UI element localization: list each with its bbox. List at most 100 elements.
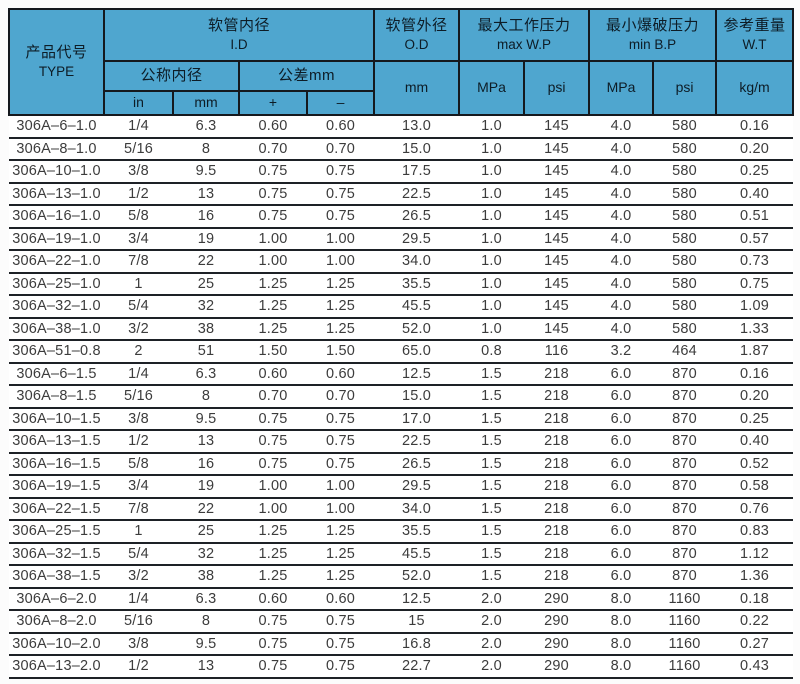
table-cell: 580 — [653, 226, 717, 250]
table-cell: 4.0 — [589, 136, 654, 160]
header-outer-diameter: 软管外径 O.D — [373, 8, 461, 62]
product-code-cell: 306A–32–1.5 — [9, 541, 104, 565]
table-cell: 2.0 — [459, 586, 525, 610]
table-cell: 870 — [653, 564, 717, 588]
header-tolerance-label: 公差mm — [278, 67, 335, 84]
table-cell: 1.25 — [307, 294, 375, 318]
table-cell: 580 — [653, 316, 717, 340]
table-row: 306A–10–1.0 3/8 9.5 0.75 0.75 17.5 1.0 145 4.0 58… — [9, 159, 794, 183]
header-reference-weight-en: W.T — [742, 37, 767, 52]
table-cell: 1.00 — [239, 226, 307, 250]
header-od-unit: mm — [373, 60, 461, 116]
table-row: 306A–38–1.0 3/2 38 1.25 1.25 52.0 1.0 145 4.0 580… — [9, 316, 794, 340]
table-cell: 0.60 — [239, 586, 307, 610]
table-cell: 0.70 — [239, 136, 307, 160]
table-cell: 3/2 — [104, 316, 173, 340]
table-cell: 1.0 — [459, 249, 525, 273]
table-cell: 6.0 — [589, 451, 654, 475]
header-row-3: in mm + – — [9, 90, 793, 116]
table-cell: 1.5 — [459, 384, 525, 408]
table-cell: 26.5 — [374, 204, 460, 228]
table-cell: 1160 — [653, 586, 717, 610]
table-cell: 1.25 — [307, 316, 375, 340]
table-cell: 1/4 — [104, 586, 173, 610]
table-cell: 145 — [524, 181, 590, 205]
table-cell: 1.0 — [459, 114, 525, 138]
table-cell: 290 — [524, 586, 590, 610]
table-cell: 1.36 — [716, 564, 794, 588]
table-cell: 3/4 — [104, 226, 173, 250]
table-cell: 1.0 — [459, 271, 525, 295]
table-cell: 32 — [173, 541, 239, 565]
table-cell: 8.0 — [589, 586, 654, 610]
table-cell: 218 — [524, 541, 590, 565]
table-body: 306A–6–1.0 1/4 6.3 0.60 0.60 13.0 1.0 145 4.0 580… — [9, 114, 794, 679]
table-cell: 0.58 — [716, 474, 794, 498]
table-cell: 25 — [173, 519, 239, 543]
header-inner-diameter-en: I.D — [230, 37, 248, 52]
table-cell: 2.0 — [459, 654, 525, 679]
table-cell: 0.20 — [716, 384, 794, 408]
table-cell: 870 — [653, 361, 717, 385]
table-cell: 145 — [524, 204, 590, 228]
header-outer-diameter-zh: 软管外径 — [385, 17, 448, 34]
table-cell: 145 — [524, 294, 590, 318]
table-cell: 580 — [653, 204, 717, 228]
table-cell: 1.00 — [239, 474, 307, 498]
table-cell: 1.5 — [459, 451, 525, 475]
table-cell: 218 — [524, 474, 590, 498]
table-cell: 1.25 — [239, 316, 307, 340]
table-cell: 4.0 — [589, 271, 654, 295]
table-cell: 145 — [524, 271, 590, 295]
table-cell: 0.40 — [716, 181, 794, 205]
table-cell: 870 — [653, 474, 717, 498]
table-header: 产品代号 TYPE 软管内径 I.D 软管外径 O.D 最大工作压力 max W… — [8, 8, 795, 116]
table-cell: 13.0 — [374, 114, 460, 138]
table-cell: 1.5 — [459, 496, 525, 520]
table-cell: 1/2 — [104, 181, 173, 205]
table-cell: 1.25 — [239, 564, 307, 588]
table-cell: 290 — [524, 631, 590, 655]
table-cell: 52.0 — [374, 316, 460, 340]
table-cell: 4.0 — [589, 226, 654, 250]
table-cell: 1 — [104, 519, 173, 543]
table-cell: 15.0 — [374, 384, 460, 408]
table-cell: 1160 — [653, 609, 717, 633]
table-row: 306A–16–1.5 5/8 16 0.75 0.75 26.5 1.5 218 6.0 870… — [9, 451, 794, 475]
table-cell: 65.0 — [374, 339, 460, 363]
table-cell: 3/2 — [104, 564, 173, 588]
header-sub-in: in — [103, 90, 174, 116]
table-cell: 0.60 — [239, 114, 307, 138]
table-cell: 22.5 — [374, 429, 460, 453]
hose-spec-table: 产品代号 TYPE 软管内径 I.D 软管外径 O.D 最大工作压力 max W… — [8, 8, 795, 679]
table-cell: 3/8 — [104, 631, 173, 655]
header-outer-diameter-en: O.D — [404, 37, 429, 52]
table-cell: 8.0 — [589, 654, 654, 679]
header-wt-unit: kg/m — [715, 60, 795, 116]
table-cell: 17.5 — [374, 159, 460, 183]
header-minbp-mpa: MPa — [588, 60, 655, 116]
product-code-cell: 306A–6–1.5 — [9, 361, 104, 385]
header-wt-unit-label: kg/m — [739, 79, 770, 95]
header-min-burst-pressure-en: min B.P — [628, 37, 677, 52]
table-cell: 0.75 — [239, 204, 307, 228]
table-cell: 5/16 — [104, 136, 173, 160]
table-cell: 17.0 — [374, 406, 460, 430]
table-cell: 4.0 — [589, 159, 654, 183]
table-cell: 218 — [524, 384, 590, 408]
table-cell: 1.50 — [239, 339, 307, 363]
table-cell: 0.70 — [239, 384, 307, 408]
table-cell: 870 — [653, 541, 717, 565]
table-cell: 0.60 — [307, 361, 375, 385]
table-cell: 1.5 — [459, 564, 525, 588]
table-cell: 0.25 — [716, 406, 794, 430]
table-cell: 1.00 — [239, 496, 307, 520]
table-cell: 218 — [524, 451, 590, 475]
table-cell: 1.5 — [459, 361, 525, 385]
table-cell: 5/8 — [104, 204, 173, 228]
table-cell: 1160 — [653, 631, 717, 655]
table-cell: 16 — [173, 451, 239, 475]
table-cell: 1.25 — [307, 541, 375, 565]
header-reference-weight: 参考重量 W.T — [715, 8, 795, 62]
table-cell: 145 — [524, 159, 590, 183]
